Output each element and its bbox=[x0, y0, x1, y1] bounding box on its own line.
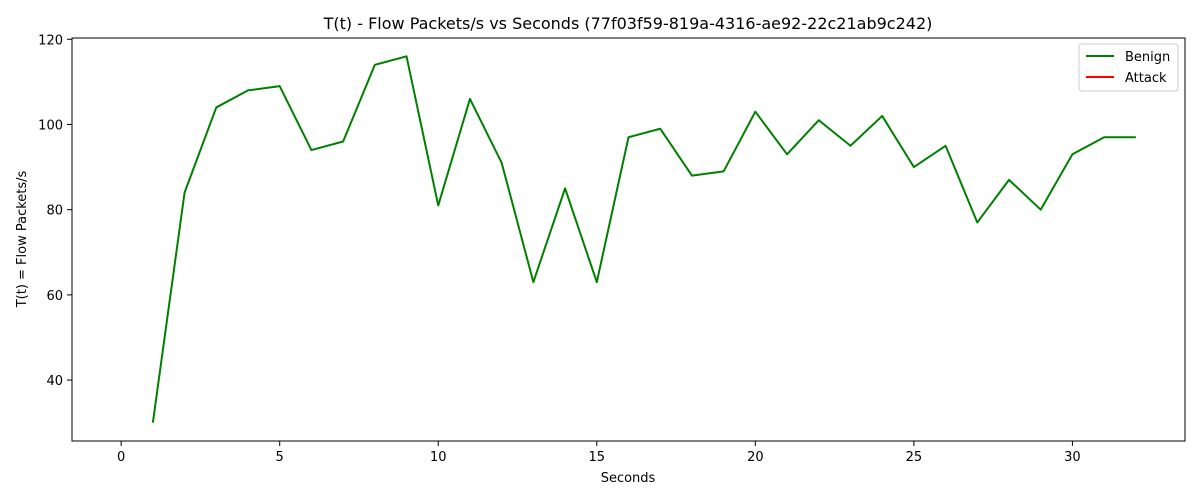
x-axis: 0 5 10 15 20 25 30 bbox=[117, 441, 1081, 465]
y-tick-label: 100 bbox=[38, 118, 63, 133]
y-tick-label: 80 bbox=[46, 204, 63, 219]
x-tick-label: 10 bbox=[430, 450, 447, 465]
x-tick-label: 15 bbox=[589, 450, 606, 465]
plot-frame bbox=[71, 37, 1186, 442]
chart-title: T(t) - Flow Packets/s vs Seconds (77f03f… bbox=[323, 14, 933, 33]
x-tick-label: 5 bbox=[276, 450, 284, 465]
x-tick-label: 0 bbox=[117, 450, 125, 465]
legend-label-benign: Benign bbox=[1125, 50, 1170, 65]
x-tick-label: 30 bbox=[1064, 450, 1081, 465]
plot-area bbox=[71, 37, 1186, 442]
x-tick-label: 20 bbox=[747, 450, 764, 465]
x-tick-label: 25 bbox=[906, 450, 923, 465]
series-line-benign bbox=[151, 55, 1136, 423]
y-axis-label: T(t) = Flow Packets/s bbox=[15, 170, 30, 308]
legend: Benign Attack bbox=[1078, 43, 1179, 92]
x-axis-label: Seconds bbox=[601, 471, 656, 486]
y-axis: 40 60 80 100 120 bbox=[38, 33, 72, 389]
legend-label-attack: Attack bbox=[1125, 71, 1167, 86]
y-tick-label: 120 bbox=[38, 33, 63, 48]
series-layer bbox=[151, 55, 1136, 423]
y-tick-label: 60 bbox=[46, 289, 63, 304]
y-tick-label: 40 bbox=[46, 374, 63, 389]
